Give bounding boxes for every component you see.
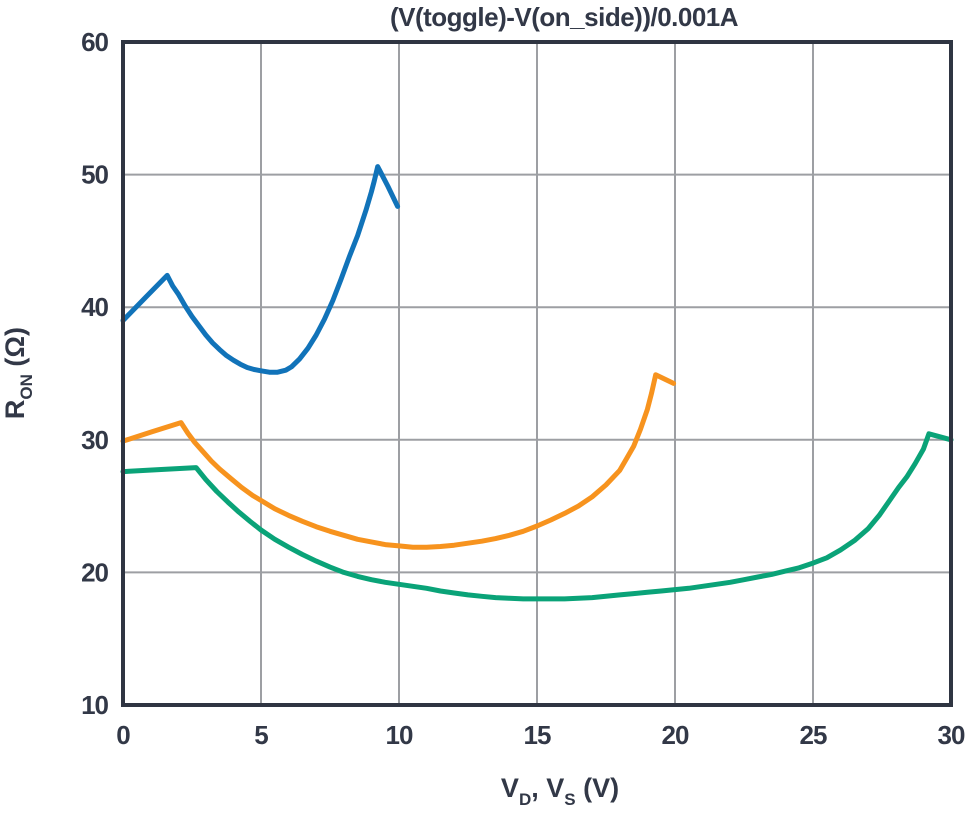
y-axis-label: RON (Ω) bbox=[0, 327, 36, 419]
series-line-blue bbox=[120, 164, 401, 375]
x-tick-label: 30 bbox=[938, 720, 965, 750]
y-tick-label: 10 bbox=[81, 690, 108, 720]
x-tick-label: 25 bbox=[800, 720, 827, 750]
x-tick-label: 10 bbox=[386, 720, 413, 750]
y-tick-label: 50 bbox=[81, 160, 108, 190]
x-tick-label: 15 bbox=[524, 720, 551, 750]
plot-frame bbox=[121, 40, 953, 707]
x-axis-label: VD, VS (V) bbox=[501, 773, 619, 809]
chart-title: (V(toggle)-V(on_side))/0.001A bbox=[389, 2, 739, 32]
x-tick-label: 20 bbox=[662, 720, 689, 750]
y-tick-label: 20 bbox=[81, 557, 108, 587]
series-line-green bbox=[120, 431, 954, 602]
y-tick-label: 30 bbox=[81, 425, 108, 455]
x-tick-label: 5 bbox=[254, 720, 268, 750]
series-line-orange bbox=[120, 372, 677, 550]
x-tick-label: 0 bbox=[116, 720, 130, 750]
y-tick-label: 60 bbox=[81, 27, 108, 57]
y-tick-label: 40 bbox=[81, 292, 108, 322]
